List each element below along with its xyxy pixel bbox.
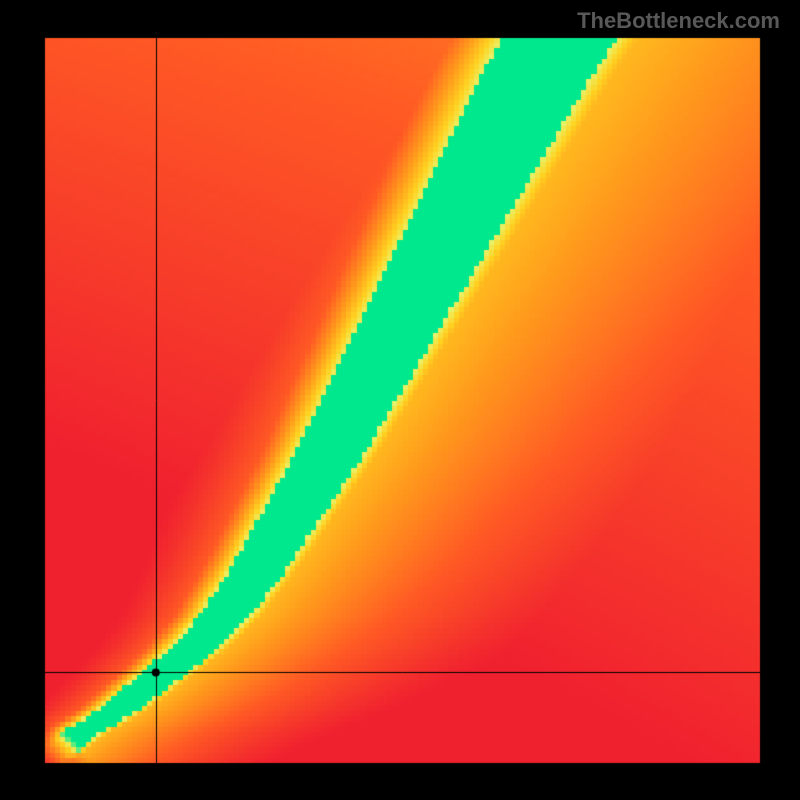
bottleneck-heatmap xyxy=(0,0,800,800)
watermark-text: TheBottleneck.com xyxy=(577,8,780,34)
